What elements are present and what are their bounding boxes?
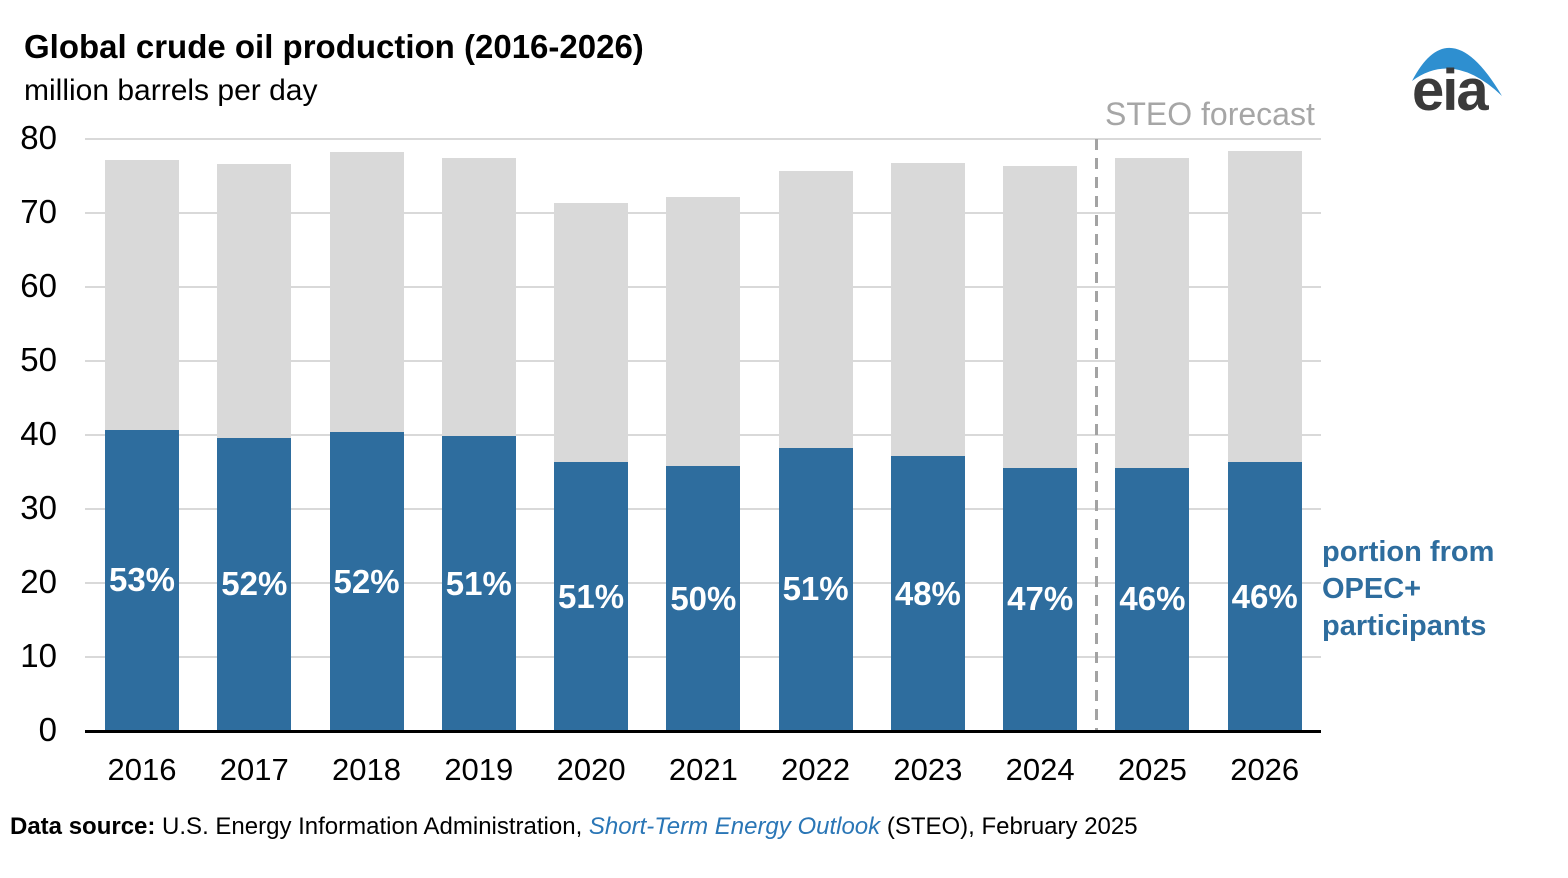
- bar-percent-label-2026: 46%: [1231, 577, 1298, 615]
- y-axis-tick-label: 50: [20, 341, 57, 378]
- bar-2022-opec: [778, 447, 853, 731]
- bar-percent-label-2018: 52%: [333, 562, 400, 600]
- bar-percent-label-2021: 50%: [670, 579, 737, 617]
- bar-2016-other: [105, 159, 179, 430]
- bar-percent-label-2017: 52%: [221, 565, 288, 603]
- forecast-label: STEO forecast: [1105, 96, 1315, 132]
- bar-2018-other: [329, 152, 404, 433]
- forecast-divider-line: [1095, 139, 1099, 731]
- bar-percent-label-2024: 47%: [1007, 580, 1074, 618]
- bar-2018-opec: [329, 432, 404, 731]
- bar-percent-label-2023: 48%: [894, 574, 961, 612]
- steo-link[interactable]: Short-Term Energy Outlook: [588, 813, 881, 840]
- bar-2022-other: [778, 170, 853, 448]
- bar-2025-other: [1115, 158, 1190, 468]
- bar-2020-other: [554, 202, 629, 463]
- y-axis-tick-label: 30: [20, 489, 57, 526]
- y-axis-tick-label: 70: [20, 193, 57, 230]
- eia-logo-graphic: eia: [1412, 47, 1502, 123]
- bar-percent-label-2020: 51%: [558, 577, 625, 615]
- x-axis-label-2020: 2020: [556, 752, 626, 787]
- bar-percent-label-2019: 51%: [445, 564, 512, 602]
- data-source: Data source: U.S. Energy Information Adm…: [10, 813, 1138, 841]
- data-source-text-1: U.S. Energy Information Administration,: [155, 813, 589, 840]
- eia-logo-text: eia: [1412, 58, 1489, 118]
- bar-2025-opec: [1115, 467, 1190, 731]
- bar-2021-opec: [666, 466, 741, 731]
- bar-2016-opec: [105, 429, 179, 731]
- x-axis-label-2019: 2019: [444, 752, 514, 787]
- y-axis-tick-label: 10: [20, 637, 57, 674]
- chart-title: Global crude oil production (2016-2026): [24, 28, 644, 65]
- bar-2024-other: [1003, 165, 1078, 468]
- eia-logo: eia: [1406, 34, 1510, 123]
- data-source-prefix: Data source:: [10, 813, 156, 840]
- bar-2024-opec: [1003, 467, 1078, 731]
- x-axis-label-2025: 2025: [1117, 752, 1187, 787]
- bar-2023-other: [890, 163, 965, 457]
- bar-2017-other: [217, 164, 292, 438]
- y-axis-tick-label: 0: [38, 711, 57, 748]
- chart-subtitle: million barrels per day: [24, 74, 318, 107]
- x-axis-label-2016: 2016: [107, 752, 177, 787]
- y-axis-tick-label: 40: [20, 415, 57, 452]
- x-axis-label-2022: 2022: [781, 752, 851, 787]
- y-axis-tick-label: 80: [20, 119, 57, 156]
- bar-percent-label-2016: 53%: [108, 561, 176, 599]
- bar-2019-other: [441, 158, 516, 437]
- y-axis-tick-label: 20: [20, 563, 57, 600]
- bar-2017-opec: [217, 437, 292, 731]
- bar-2026-opec: [1227, 462, 1302, 731]
- bar-2021-other: [666, 197, 741, 467]
- gridline-80: [85, 138, 1321, 140]
- x-axis-label-2021: 2021: [668, 752, 738, 787]
- x-axis-label-2018: 2018: [332, 752, 402, 787]
- data-source-text-2: (STEO), February 2025: [880, 813, 1138, 840]
- bar-2026-other: [1227, 150, 1302, 463]
- bar-percent-label-2025: 46%: [1119, 580, 1186, 618]
- x-axis-label-2026: 2026: [1230, 752, 1300, 787]
- bar-2019-opec: [441, 436, 516, 731]
- bar-percent-label-2022: 51%: [782, 570, 849, 608]
- x-axis-label-2017: 2017: [219, 752, 289, 787]
- x-axis-label-2024: 2024: [1005, 752, 1075, 787]
- bar-2023-opec: [890, 456, 965, 731]
- eia-logo-swoosh-icon: [1412, 47, 1502, 96]
- opec-annotation: portion from OPEC+ participants: [1322, 536, 1495, 643]
- bar-2020-opec: [554, 462, 629, 731]
- x-axis-label-2023: 2023: [893, 752, 963, 787]
- y-axis-tick-label: 60: [20, 267, 57, 304]
- x-axis-line: [85, 729, 1321, 733]
